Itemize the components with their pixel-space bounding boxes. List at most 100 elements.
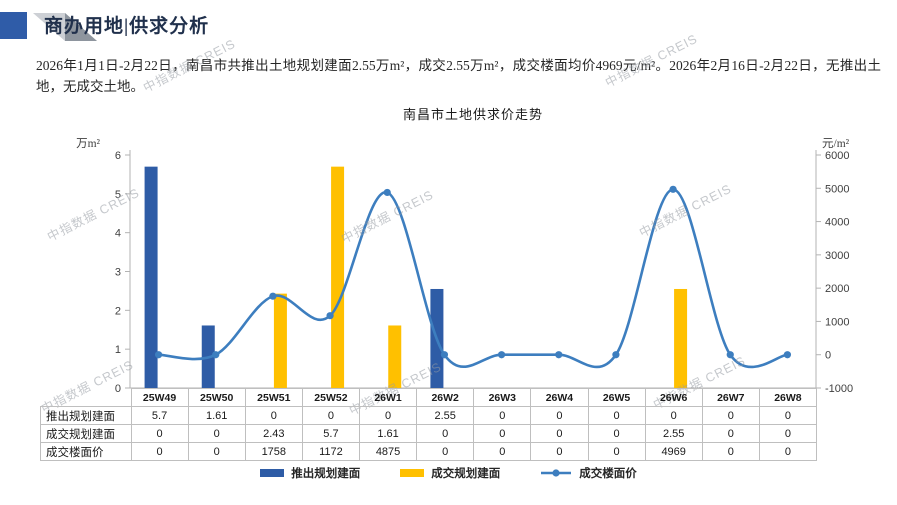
table-cell: 0	[358, 406, 418, 425]
table-cell: 1172	[301, 442, 361, 461]
week-label: 26W5	[587, 388, 646, 407]
watermark-text: 中指数据 CREIS	[637, 181, 735, 241]
summary-text: 2026年1月1日-2月22日，南昌市共推出土地规划建面2.55万m²，成交2.…	[36, 58, 881, 94]
table-cell: 5.7	[301, 424, 361, 443]
table-cell: 2.55	[644, 424, 703, 443]
table-row: 成交楼面价 0 0 1758 1172 4875 0 0 0 0 4969 0 0	[40, 442, 818, 461]
price-marker-26W3	[497, 351, 506, 359]
right-axis-tick-label: 0	[825, 350, 831, 362]
table-cell: 0	[473, 424, 532, 443]
right-axis-tick-label: 4000	[825, 217, 849, 229]
price-marker-25W50	[212, 351, 220, 359]
legend-item-transacted: 成交规划建面	[400, 465, 500, 481]
left-axis-tick-label: 3	[115, 267, 121, 279]
table-cell: 0	[530, 424, 589, 443]
table-cell: 1.61	[187, 406, 246, 425]
legend-item-price: 成交楼面价	[540, 465, 637, 481]
price-marker-25W52	[326, 312, 334, 320]
table-cell: 4969	[644, 442, 703, 461]
table-cell: 0	[758, 424, 818, 443]
bar-成交规划建面-25W51	[273, 293, 287, 388]
table-cell: 0	[701, 406, 760, 425]
right-axis-tick-label: 6000	[825, 150, 849, 162]
week-label: 26W3	[473, 388, 532, 407]
price-marker-26W1	[383, 188, 391, 197]
left-axis-tick-label: 4	[115, 228, 121, 240]
bar-成交规划建面-26W6	[674, 288, 688, 388]
bar-推出规划建面-25W50	[201, 325, 215, 388]
price-marker-25W51	[269, 292, 277, 300]
table-cell: 1758	[244, 442, 303, 461]
table-cell: 0	[416, 442, 475, 461]
table-cell: 0	[587, 442, 646, 461]
week-label: 26W1	[358, 388, 418, 407]
week-label: 26W4	[530, 388, 589, 407]
legend-label: 成交楼面价	[579, 468, 637, 480]
chart-data-table: 25W49 25W50 25W51 25W52 26W1 26W2 26W3 26W4 26W5…	[40, 388, 818, 461]
transacted-bar-swatch-icon	[400, 469, 425, 477]
right-axis-tick-label: 5000	[825, 183, 849, 195]
table-cell: 2.43	[244, 424, 303, 443]
price-marker-26W5	[612, 351, 620, 359]
table-cell: 0	[473, 406, 532, 425]
price-line-swatch-icon	[541, 469, 572, 477]
right-axis-tick-label: 2000	[825, 283, 849, 295]
week-label: 26W8	[758, 388, 818, 407]
price-marker-26W4	[555, 351, 563, 359]
row-label: 成交规划建面	[40, 424, 132, 443]
week-label: 26W6	[644, 388, 703, 407]
watermark-text: 中指数据 CREIS	[45, 185, 143, 245]
table-cell: 0	[530, 442, 589, 461]
bar-推出规划建面-25W49	[144, 166, 158, 388]
supply-bar-swatch-icon	[260, 469, 285, 477]
page-title: 商办用地|供求分析	[44, 16, 210, 37]
table-cell: 0	[244, 406, 303, 425]
table-row: 推出规划建面 5.7 1.61 0 0 0 2.55 0 0 0 0 0 0	[40, 406, 818, 425]
left-axis-tick-label: 1	[115, 344, 121, 356]
week-label: 25W51	[244, 388, 303, 407]
table-cell: 2.55	[416, 406, 475, 425]
table-cell: 0	[530, 406, 589, 425]
left-axis-tick-label: 6	[115, 150, 121, 162]
table-cell: 0	[587, 406, 646, 425]
watermark-text: 中指数据 CREIS	[339, 187, 437, 247]
week-label: 25W52	[301, 388, 361, 407]
table-row: 成交规划建面 0 0 2.43 5.7 1.61 0 0 0 0 2.55 0 0	[40, 424, 818, 443]
table-cell: 4875	[358, 442, 418, 461]
table-cell: 0	[587, 424, 646, 443]
legend-label: 成交规划建面	[431, 468, 501, 480]
table-cell: 0	[187, 442, 246, 461]
table-cell: 0	[701, 442, 760, 461]
table-cell: 0	[130, 442, 189, 461]
bar-成交规划建面-25W52	[331, 166, 345, 388]
table-cell: 0	[473, 442, 532, 461]
left-axis-tick-label: 2	[115, 305, 121, 317]
price-marker-26W8	[783, 351, 792, 359]
price-marker-26W2	[440, 351, 449, 359]
week-label: 25W49	[130, 388, 189, 407]
right-axis-tick-label: 1000	[825, 316, 849, 328]
table-cell: 0	[758, 442, 818, 461]
table-cell: 0	[187, 424, 246, 443]
table-cell: 0	[644, 406, 703, 425]
legend-label: 推出规划建面	[291, 468, 361, 480]
table-cell: 1.61	[358, 424, 418, 443]
chart-title: 南昌市土地供求价走势	[402, 107, 543, 122]
table-cell: 0	[301, 406, 361, 425]
table-cell: 0	[130, 424, 189, 443]
legend-item-supply: 推出规划建面	[260, 465, 360, 481]
right-axis-tick-label: -1000	[825, 383, 853, 395]
price-marker-26W6	[669, 185, 677, 193]
row-label: 推出规划建面	[40, 406, 132, 425]
left-axis-unit: 万m²	[76, 138, 100, 150]
right-axis-tick-label: 3000	[825, 250, 849, 262]
week-label: 26W2	[416, 388, 475, 407]
right-axis-unit: 元/m²	[822, 138, 850, 150]
table-cell: 5.7	[130, 406, 189, 425]
table-cell: 0	[758, 406, 818, 425]
week-label: 26W7	[701, 388, 760, 407]
row-label: 成交楼面价	[40, 442, 132, 461]
creis-logo-icon	[0, 12, 97, 41]
table-corner-cell	[41, 389, 132, 407]
table-cell: 0	[701, 424, 760, 443]
